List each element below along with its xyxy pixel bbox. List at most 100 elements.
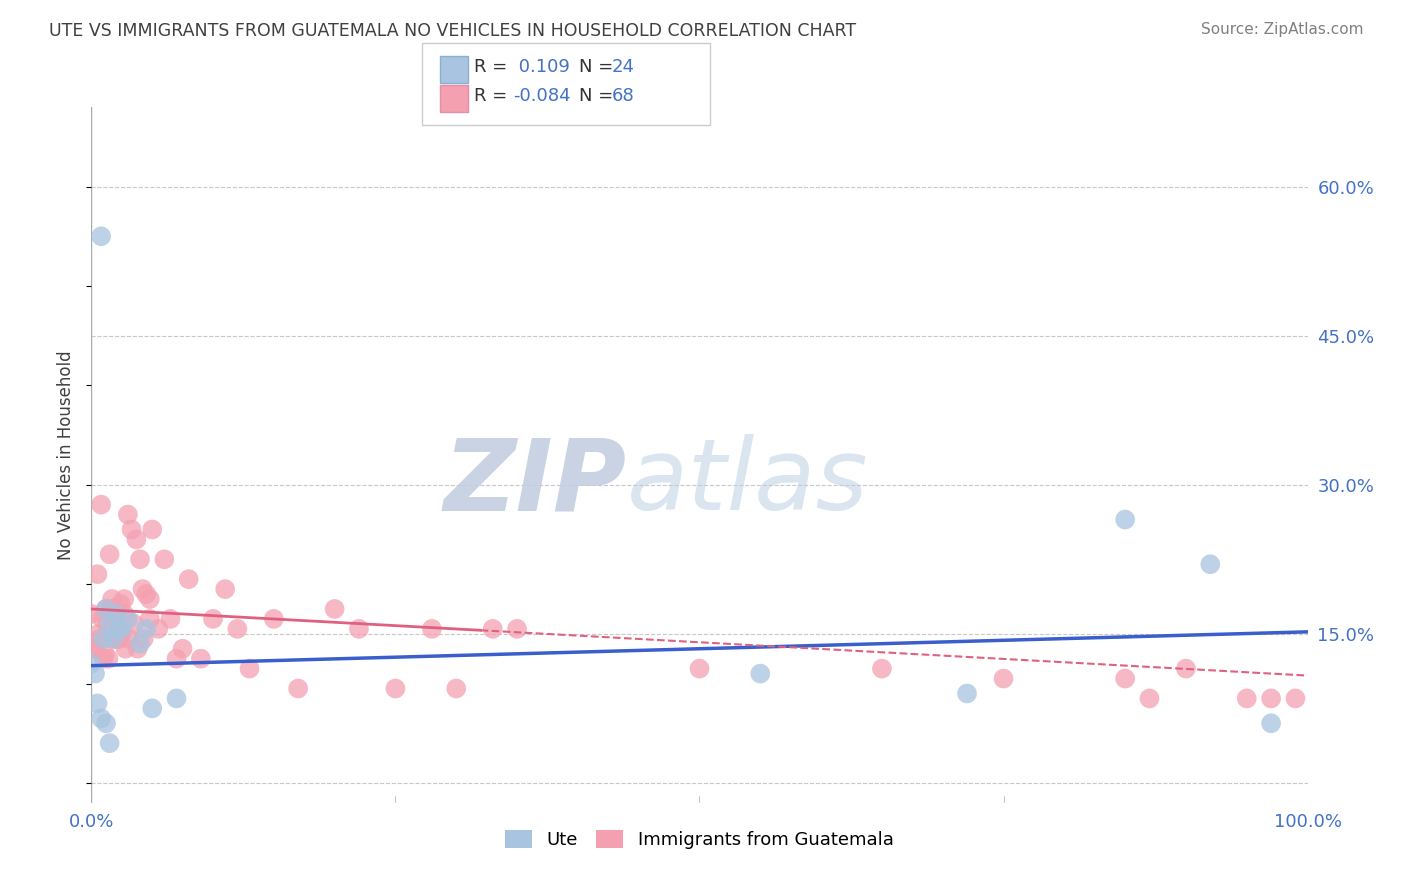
Point xyxy=(100,602,122,616)
Point xyxy=(993,672,1015,686)
Point xyxy=(287,681,309,696)
Point xyxy=(96,616,118,631)
Point xyxy=(166,651,188,665)
Point xyxy=(956,686,979,700)
Point xyxy=(108,632,131,646)
Text: atlas: atlas xyxy=(627,434,868,532)
Point xyxy=(141,523,163,537)
Point xyxy=(90,498,112,512)
Point xyxy=(84,641,107,656)
Point xyxy=(129,637,152,651)
Point xyxy=(98,616,121,631)
Point xyxy=(1114,672,1136,686)
Point xyxy=(139,592,162,607)
Point xyxy=(506,622,529,636)
Point xyxy=(238,662,260,676)
Point xyxy=(89,632,111,646)
Point xyxy=(91,612,114,626)
Point xyxy=(870,662,893,676)
Point xyxy=(131,582,153,596)
Point xyxy=(93,651,115,665)
Point xyxy=(84,666,107,681)
Point xyxy=(172,641,194,656)
Text: R =: R = xyxy=(474,87,513,105)
Point xyxy=(141,701,163,715)
Point xyxy=(94,716,117,731)
Point xyxy=(1260,716,1282,731)
Point xyxy=(84,641,107,656)
Text: R =: R = xyxy=(474,58,513,76)
Text: ZIP: ZIP xyxy=(443,434,627,532)
Text: -0.084: -0.084 xyxy=(513,87,571,105)
Legend: Ute, Immigrants from Guatemala: Ute, Immigrants from Guatemala xyxy=(498,822,901,856)
Point xyxy=(323,602,346,616)
Text: 24: 24 xyxy=(612,58,634,76)
Text: Source: ZipAtlas.com: Source: ZipAtlas.com xyxy=(1201,22,1364,37)
Point xyxy=(749,666,772,681)
Point xyxy=(80,657,103,671)
Point xyxy=(1260,691,1282,706)
Point xyxy=(226,622,249,636)
Point xyxy=(80,607,103,621)
Point xyxy=(214,582,236,596)
Point xyxy=(104,607,127,621)
Point xyxy=(112,592,135,607)
Point xyxy=(135,587,157,601)
Point xyxy=(117,612,139,626)
Point xyxy=(90,711,112,725)
Point xyxy=(86,567,108,582)
Point xyxy=(103,632,125,646)
Point xyxy=(384,681,406,696)
Point xyxy=(1199,558,1222,572)
Text: 0.109: 0.109 xyxy=(513,58,569,76)
Point xyxy=(90,229,112,244)
Point xyxy=(98,736,121,750)
Point xyxy=(166,691,188,706)
Point xyxy=(117,508,139,522)
Point xyxy=(103,632,125,646)
Point xyxy=(107,622,129,636)
Point xyxy=(159,612,181,626)
Point xyxy=(1284,691,1306,706)
Point xyxy=(444,681,467,696)
Point xyxy=(190,651,212,665)
Point xyxy=(111,622,134,636)
Point xyxy=(93,632,115,646)
Point xyxy=(1139,691,1161,706)
Point xyxy=(347,622,370,636)
Text: N =: N = xyxy=(579,58,619,76)
Point xyxy=(94,602,117,616)
Text: 68: 68 xyxy=(612,87,634,105)
Point xyxy=(1175,662,1198,676)
Point xyxy=(177,572,200,586)
Point xyxy=(202,612,225,626)
Point xyxy=(98,547,121,561)
Point xyxy=(110,597,132,611)
Point xyxy=(125,533,148,547)
Point xyxy=(1236,691,1258,706)
Point xyxy=(103,632,125,646)
Point xyxy=(112,607,135,621)
Y-axis label: No Vehicles in Household: No Vehicles in Household xyxy=(58,350,76,560)
Point xyxy=(94,602,117,616)
Point xyxy=(97,651,120,665)
Point xyxy=(153,552,176,566)
Point xyxy=(420,622,443,636)
Point xyxy=(688,662,710,676)
Point xyxy=(114,641,136,656)
Point xyxy=(104,612,127,626)
Point xyxy=(481,622,503,636)
Point xyxy=(111,627,134,641)
Point xyxy=(263,612,285,626)
Point xyxy=(139,612,162,626)
Point xyxy=(101,592,124,607)
Point xyxy=(107,632,129,646)
Point xyxy=(94,647,117,661)
Point xyxy=(87,627,110,641)
Point xyxy=(86,697,108,711)
Point xyxy=(129,552,152,566)
Text: N =: N = xyxy=(579,87,619,105)
Text: UTE VS IMMIGRANTS FROM GUATEMALA NO VEHICLES IN HOUSEHOLD CORRELATION CHART: UTE VS IMMIGRANTS FROM GUATEMALA NO VEHI… xyxy=(49,22,856,40)
Point xyxy=(118,632,141,646)
Point xyxy=(127,641,149,656)
